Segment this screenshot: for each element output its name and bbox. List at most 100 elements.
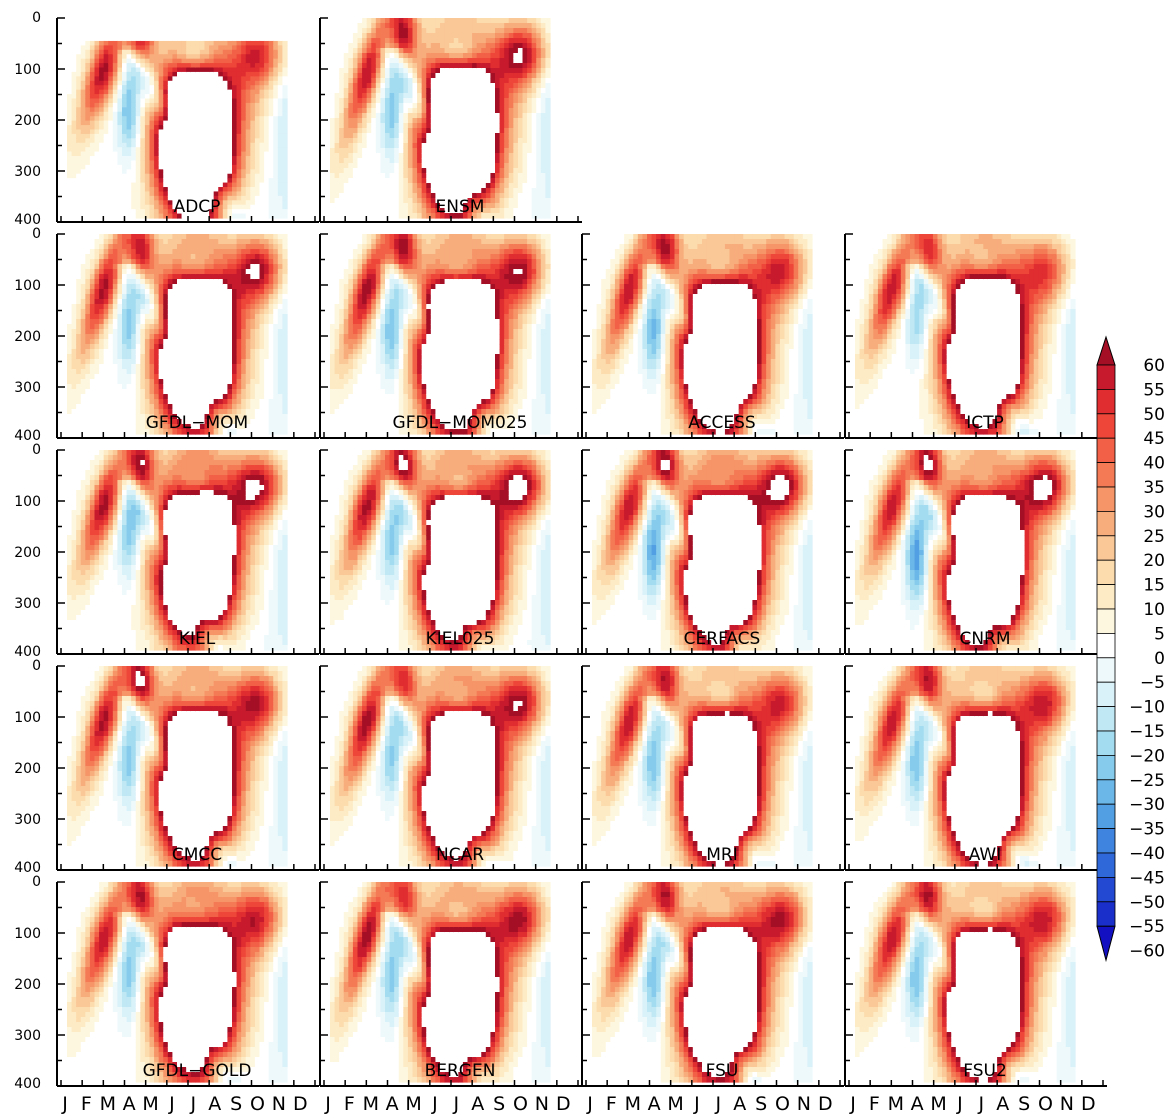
heat-cell — [527, 73, 533, 79]
heat-cell — [135, 259, 141, 265]
heat-cell — [131, 369, 137, 375]
heat-cell — [453, 118, 459, 124]
heat-cell — [76, 89, 82, 95]
heat-cell — [440, 158, 446, 164]
heat-cell — [103, 80, 109, 86]
heat-cell — [163, 234, 169, 240]
heat-cell — [122, 116, 128, 122]
heat-cell — [158, 204, 164, 210]
heat-cell — [154, 309, 160, 315]
heat-cell — [522, 123, 528, 129]
heat-cell — [163, 249, 169, 255]
heat-cell — [540, 183, 547, 189]
heat-cell — [144, 359, 151, 365]
heat-cell — [227, 54, 233, 60]
heat-cell — [522, 178, 528, 184]
heat-cell — [517, 143, 524, 149]
heat-cell — [172, 294, 178, 300]
heat-cell — [362, 148, 368, 154]
heat-cell — [540, 118, 547, 124]
heat-cell — [398, 73, 404, 79]
heat-cell — [343, 23, 349, 29]
heat-cell — [154, 169, 160, 175]
heat-cell — [99, 125, 105, 131]
heat-cell — [245, 71, 251, 77]
heat-cell — [117, 204, 123, 210]
heat-cell — [513, 38, 519, 44]
heat-cell — [241, 209, 247, 215]
heat-cell — [227, 133, 233, 139]
heat-cell — [144, 138, 151, 144]
heat-cell — [85, 274, 91, 280]
heat-cell — [380, 53, 386, 59]
heat-cell — [94, 364, 100, 370]
heat-cell — [135, 289, 141, 295]
heat-cell — [144, 274, 151, 280]
heat-cell — [140, 404, 146, 410]
heat-cell — [508, 133, 514, 139]
heat-cell — [540, 198, 547, 204]
heat-cell — [540, 38, 547, 44]
heat-cell — [330, 88, 336, 94]
heat-cell — [85, 76, 91, 82]
heat-cell — [94, 239, 100, 245]
heat-cell — [99, 319, 105, 325]
heat-cell — [177, 191, 183, 197]
heat-cell — [167, 339, 174, 345]
heat-cell — [545, 48, 551, 54]
heat-cell — [371, 78, 377, 84]
heat-cell — [131, 314, 137, 320]
heat-cell — [209, 138, 215, 144]
heat-cell — [412, 58, 418, 64]
heat-cell — [339, 213, 345, 219]
heat-cell — [76, 147, 82, 153]
heat-cell — [158, 269, 164, 275]
heat-cell — [508, 193, 514, 199]
heat-cell — [172, 80, 178, 86]
heat-cell — [268, 98, 274, 104]
heat-cell — [339, 73, 345, 79]
heat-cell — [527, 28, 533, 34]
heat-cell — [385, 123, 391, 129]
heat-cell — [394, 188, 400, 194]
heat-cell — [412, 53, 418, 59]
heat-cell — [513, 168, 519, 174]
heat-cell — [495, 188, 501, 194]
heat-cell — [241, 187, 247, 193]
heat-cell — [357, 208, 363, 214]
heat-cell — [282, 54, 288, 60]
heat-cell — [343, 188, 349, 194]
heat-cell — [449, 203, 455, 209]
heat-cell — [343, 98, 349, 104]
heat-cell — [67, 89, 73, 95]
heat-cell — [190, 169, 196, 175]
heat-cell — [435, 108, 441, 114]
heat-cell — [71, 107, 77, 113]
heat-cell — [112, 404, 119, 410]
heat-cell — [144, 334, 151, 340]
heat-cell — [330, 38, 336, 44]
heat-cell — [122, 129, 128, 135]
heat-cell — [140, 191, 146, 197]
heat-cell — [213, 151, 219, 157]
heat-cell — [282, 200, 288, 206]
heat-cell — [504, 103, 510, 109]
heat-cell — [222, 147, 229, 153]
heat-cell — [154, 76, 160, 82]
heat-cell — [282, 147, 288, 153]
heat-cell — [348, 123, 354, 129]
heat-cell — [517, 83, 524, 89]
heat-cell — [227, 71, 233, 77]
heat-cell — [380, 98, 386, 104]
heat-cell — [362, 213, 368, 219]
heat-cell — [76, 107, 82, 113]
heat-cell — [172, 339, 178, 345]
heat-cell — [167, 89, 174, 95]
heat-cell — [398, 148, 404, 154]
heat-cell — [144, 160, 151, 166]
heat-cell — [513, 63, 519, 69]
heat-cell — [330, 113, 336, 119]
heat-cell — [268, 71, 274, 77]
heat-cell — [362, 48, 368, 54]
heat-cell — [531, 138, 537, 144]
